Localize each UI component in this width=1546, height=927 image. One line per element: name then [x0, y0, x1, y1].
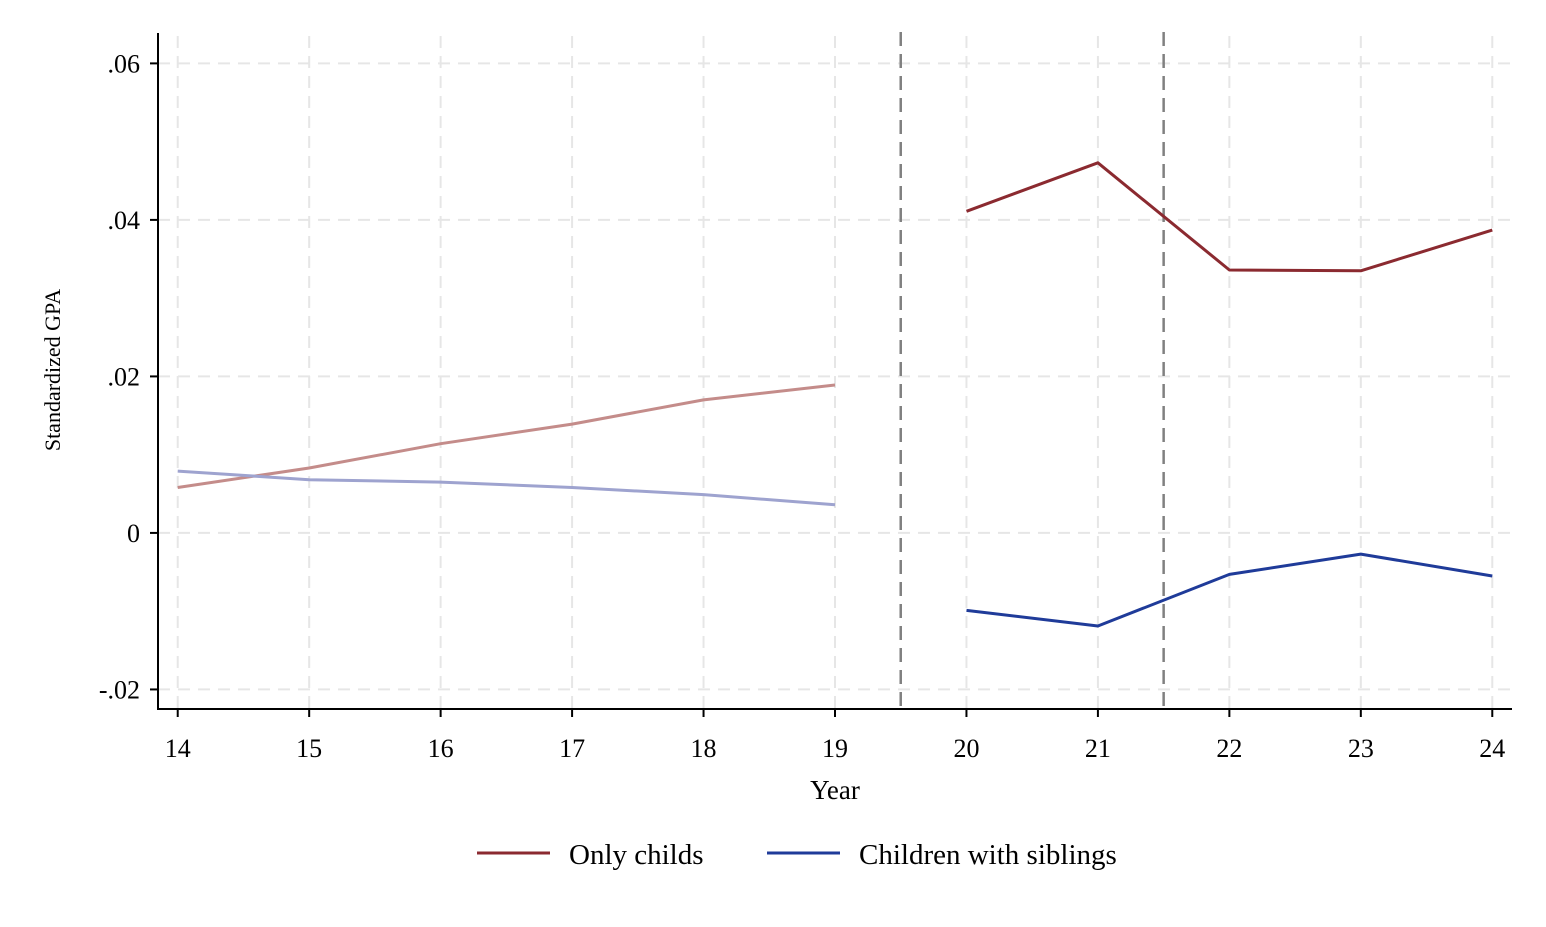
reference-lines [899, 32, 1165, 709]
series-line-1-segment-1 [177, 383, 836, 489]
x-tick-label: 18 [691, 734, 717, 763]
x-tick-label: 24 [1479, 734, 1505, 763]
series [177, 161, 1493, 628]
legend-label-1: Only childs [569, 839, 704, 871]
x-tick-label: 19 [822, 734, 848, 763]
y-tick-label: .06 [108, 49, 141, 78]
y-tick-label: -.02 [99, 675, 140, 704]
series-line-2-segment-2 [966, 552, 1493, 628]
y-tick-label: .04 [108, 206, 141, 235]
x-axis-title: Year [810, 775, 860, 805]
axes: -.02 0 .02 .04 .06 14 15 16 17 18 19 20 21 22 23 24 [99, 33, 1512, 763]
series-line-1-segment-2 [965, 161, 1493, 273]
legend-label-2: Children with siblings [859, 839, 1117, 871]
y-tick-label: 0 [127, 519, 140, 548]
x-tick-label: 21 [1085, 734, 1111, 763]
x-tick-label: 16 [428, 734, 454, 763]
x-tick-label: 14 [165, 734, 191, 763]
grid [158, 36, 1512, 709]
x-tick-label: 17 [559, 734, 585, 763]
series-line-2-segment-1 [177, 469, 836, 507]
y-tick-label: .02 [108, 362, 141, 391]
x-tick-label: 15 [296, 734, 322, 763]
x-tick-label: 22 [1216, 734, 1242, 763]
legend: Only childs Children with siblings [477, 839, 1117, 871]
x-tick-label: 20 [953, 734, 979, 763]
x-tick-label: 23 [1348, 734, 1374, 763]
y-axis-title: Standardized GPA [40, 289, 65, 451]
